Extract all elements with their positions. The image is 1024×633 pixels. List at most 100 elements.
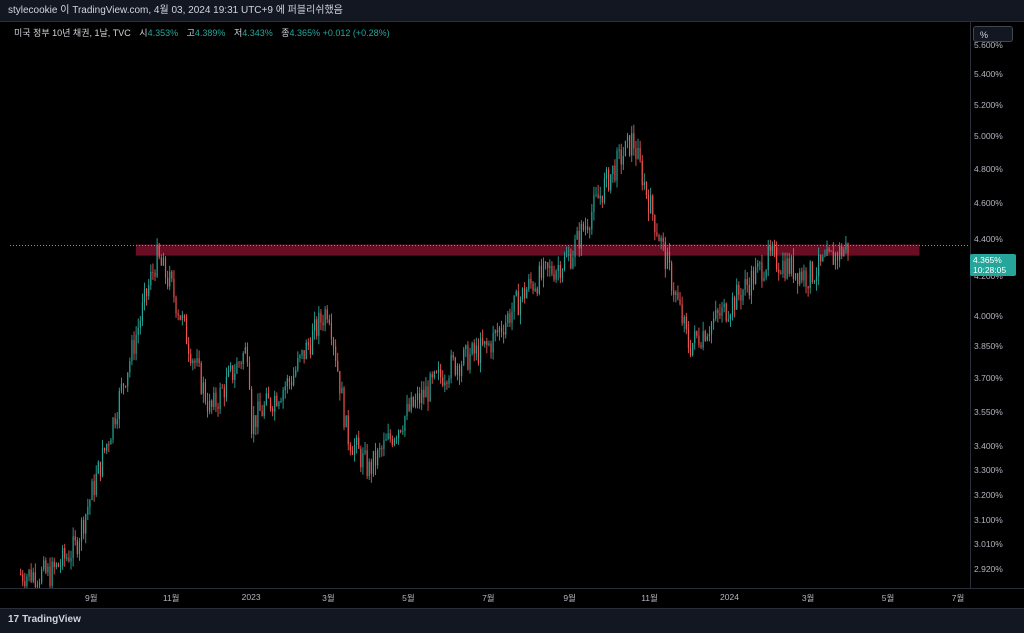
candle-body [734,297,736,310]
candle-body [713,318,715,323]
time-tick: 9월 [84,593,98,603]
candle-body [120,383,123,391]
candle-body [297,357,299,371]
symbol-title[interactable]: 미국 정부 10년 채권, 1날, TVC [14,28,131,38]
candle-body [780,272,782,274]
candle-body [752,270,755,284]
candle-body [76,540,78,555]
candle-body [700,345,702,348]
time-tick: 11월 [162,593,180,603]
candle-body [116,419,118,425]
candle-body [255,415,257,428]
candle-body [330,322,333,340]
change-value: +0.012 (+0.28%) [322,28,390,38]
candle-body [160,257,162,266]
candle-body [316,319,318,336]
candle-body [773,246,776,248]
price-scale[interactable] [970,22,1024,588]
candle-body [24,581,26,586]
candle-body [318,312,320,336]
candle-body [370,461,372,474]
candle-body [305,342,307,360]
percent-mode-button[interactable]: % [973,26,1013,42]
candle-body [150,271,152,286]
candle-body [41,569,43,583]
candle-body [715,309,717,319]
candle-body [647,195,650,214]
candle-body [398,430,400,439]
candle-body [452,355,454,358]
candle-body [20,574,22,575]
candle-body [311,330,314,355]
candle-body [549,266,551,268]
candle-body [246,347,249,363]
candle-body [656,232,658,236]
time-tick: 2023 [241,592,261,602]
candle-body [53,561,55,568]
candle-body [784,260,786,279]
candle-body [206,401,209,412]
candle-body [620,149,622,165]
candle-body [62,548,64,566]
candle-body [251,389,253,435]
candle-body [807,286,809,289]
candle-body [183,315,186,318]
candle-body [26,576,28,586]
candle-body [641,160,643,186]
candle-body [673,290,675,295]
candle-body [654,214,656,233]
candle-body [738,284,740,295]
candle-body [708,334,711,337]
candle-body [64,548,66,559]
candle-body [702,331,704,348]
candle-body [301,350,303,356]
chart-pane[interactable] [8,22,970,588]
candle-body [790,256,792,274]
candle-body [717,309,719,313]
time-tick: 7월 [951,593,965,603]
candle-body [347,415,349,445]
candle-body [572,257,574,269]
time-tick: 3월 [322,593,335,603]
candle-body [242,353,244,364]
candle-body [660,237,662,242]
candle-body [683,316,685,324]
candle-body [778,269,780,273]
time-tick: 9월 [563,593,576,603]
candle-body [542,262,545,278]
candle-body [547,262,549,268]
tradingview-logo[interactable]: 17 TradingView [8,614,81,625]
candle-body [769,246,771,251]
candle-body [414,399,417,407]
candle-body [80,519,83,542]
candle-body [591,211,593,230]
candle-body [723,303,725,308]
candle-body [484,341,486,345]
candle-body [131,340,133,362]
candle-body [32,572,34,582]
candle-body [818,254,820,277]
candle-body [99,461,102,476]
candle-body [799,271,801,285]
candle-body [490,343,492,353]
symbol-legend: 미국 정부 10년 채권, 1날, TVC 시4.353% 고4.389% 저4… [14,26,390,39]
candle-body [303,350,305,360]
candle-body [175,297,177,314]
candle-body [574,239,576,258]
candle-body [269,398,272,409]
candle-body [385,439,387,441]
time-scale[interactable] [0,588,1024,608]
candle-body [559,265,561,278]
candle-body [337,360,339,372]
open-label: 시 [139,28,148,38]
price-tick: 4.800% [974,164,1003,175]
candle-body [834,253,837,265]
candle-body [91,481,93,501]
candle-body [141,302,144,321]
candle-body [265,393,267,405]
candle-body [83,519,85,534]
candle-body [635,148,637,159]
candle-body [326,309,328,320]
candle-body [498,327,501,333]
